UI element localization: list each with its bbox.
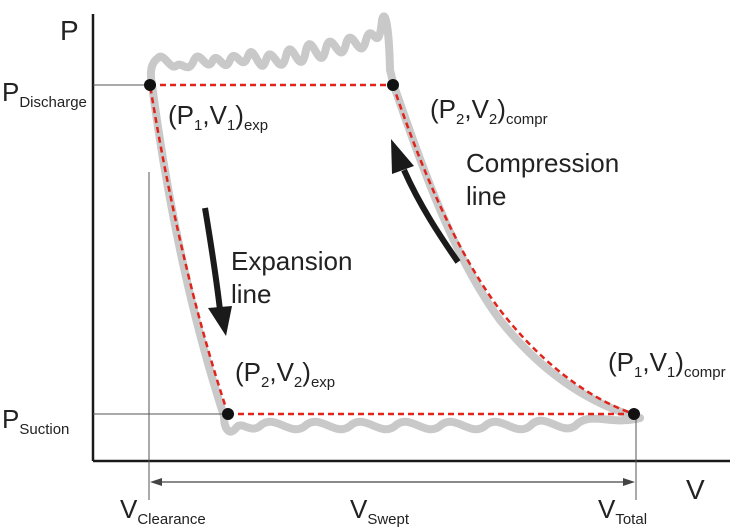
point-p2v2-compr-label: (P2,V2)compr [430,94,548,128]
point-p2v2-exp-label: (P2,V2)exp [235,357,335,391]
v-total-label: VTotal [598,494,647,528]
compression-line-label: Compression [466,148,619,178]
point-p1v1-compr-dot [628,408,640,420]
point-p1v1-exp-dot [144,79,156,91]
p-discharge-label: PDischarge [2,77,87,111]
swept-volume-dimension [150,478,635,486]
v-swept-label: VSwept [350,494,410,528]
point-p2v2-exp-dot [222,408,234,420]
p-suction-label: PSuction [2,404,69,438]
expansion-line-label: Expansion [231,246,352,276]
x-axis-label: V [686,474,705,505]
real-cycle-curve [146,12,644,436]
ideal-cycle-curve [148,83,635,416]
expansion-arrow [202,207,232,336]
point-p1v1-exp-label: (P1,V1)exp [168,100,268,134]
y-axis-label: P [60,15,79,46]
v-clearance-label: VClearance [120,494,206,528]
point-p2v2-compr-dot [387,79,399,91]
expansion-line-label-2: line [231,279,271,309]
compression-arrow [391,139,461,264]
compression-line-label-2: line [466,181,506,211]
point-p1v1-compr-label: (P1,V1)compr [608,347,726,381]
